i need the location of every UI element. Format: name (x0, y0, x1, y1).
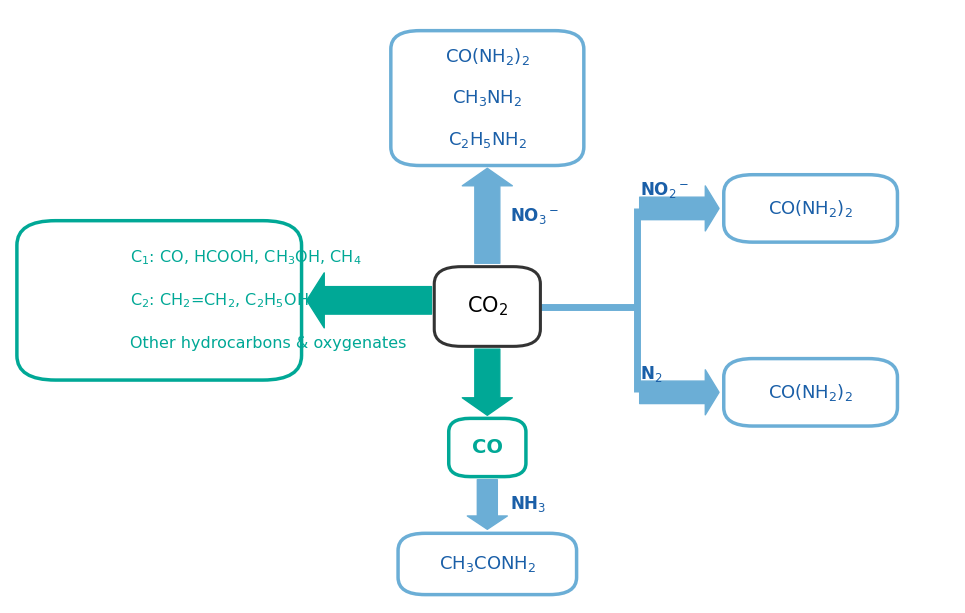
Text: NH$_3$: NH$_3$ (510, 494, 545, 514)
Text: CO(NH$_2$)$_2$: CO(NH$_2$)$_2$ (768, 382, 853, 403)
Text: CH$_3$CONH$_2$: CH$_3$CONH$_2$ (439, 554, 536, 574)
Text: CO(NH$_2$)$_2$: CO(NH$_2$)$_2$ (768, 198, 853, 219)
FancyBboxPatch shape (449, 419, 526, 477)
FancyBboxPatch shape (398, 533, 576, 595)
FancyBboxPatch shape (391, 31, 584, 166)
FancyBboxPatch shape (724, 175, 897, 242)
Text: CO(NH$_2$)$_2$: CO(NH$_2$)$_2$ (445, 46, 530, 67)
Text: N$_2$: N$_2$ (640, 364, 662, 384)
FancyBboxPatch shape (17, 221, 301, 380)
Text: C$_2$H$_5$NH$_2$: C$_2$H$_5$NH$_2$ (448, 130, 527, 150)
Text: C$_1$: CO, HCOOH, CH$_3$OH, CH$_4$: C$_1$: CO, HCOOH, CH$_3$OH, CH$_4$ (130, 248, 362, 267)
Text: CO: CO (472, 438, 503, 457)
Text: NO$_2$$^-$: NO$_2$$^-$ (640, 180, 689, 200)
Text: CH$_3$NH$_2$: CH$_3$NH$_2$ (453, 88, 522, 108)
Text: NO$_3$$^-$: NO$_3$$^-$ (510, 206, 559, 226)
FancyBboxPatch shape (724, 359, 897, 426)
FancyBboxPatch shape (434, 267, 540, 346)
Text: CO$_2$: CO$_2$ (467, 295, 508, 318)
Text: Other hydrocarbons & oxygenates: Other hydrocarbons & oxygenates (130, 336, 406, 351)
Text: C$_2$: CH$_2$=CH$_2$, C$_2$H$_5$OH: C$_2$: CH$_2$=CH$_2$, C$_2$H$_5$OH (130, 291, 309, 310)
